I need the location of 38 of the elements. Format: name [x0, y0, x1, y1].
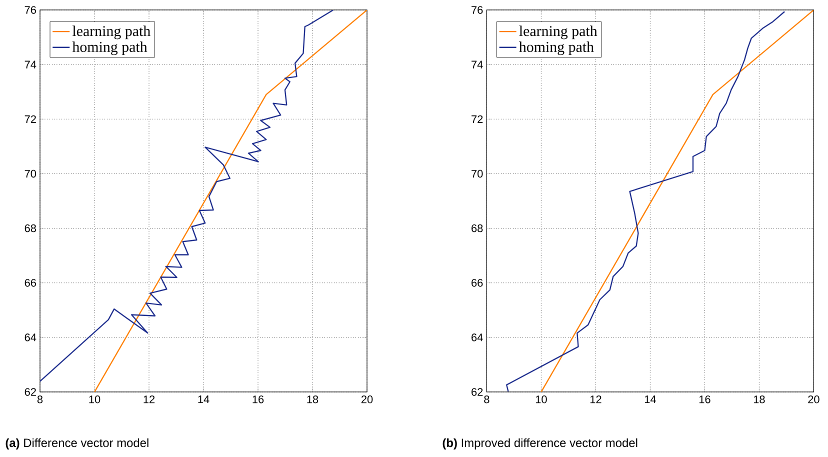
y-tick-label: 74: [24, 60, 36, 68]
legend-label: learning path: [72, 26, 150, 40]
y-tick-label: 62: [24, 388, 36, 396]
x-tick-label: 10: [89, 396, 100, 404]
y-tick-label: 62: [472, 388, 483, 396]
x-tick-label: 12: [590, 396, 602, 404]
x-tick-label: 14: [198, 396, 210, 404]
y-tick-label: 74: [472, 60, 483, 68]
x-tick-label: 16: [699, 396, 710, 404]
y-tick-label: 76: [24, 6, 36, 14]
legend-label: learning path: [519, 26, 598, 40]
y-tick-label: 70: [24, 170, 36, 178]
y-tick-label: 72: [24, 115, 36, 123]
x-tick-label: 18: [754, 396, 765, 404]
y-tick-label: 72: [472, 115, 483, 123]
line-series: [506, 11, 786, 392]
x-tick-label: 18: [307, 396, 318, 404]
y-tick-label: 64: [472, 334, 483, 342]
x-tick-label: 8: [37, 396, 43, 404]
legend-label: homing path: [72, 41, 148, 56]
y-tick-label: 70: [472, 170, 483, 178]
legend-label: homing path: [519, 41, 594, 56]
x-tick-label: 8: [484, 396, 490, 404]
text: (b) Improved difference vector model: [442, 438, 638, 450]
y-tick-label: 68: [472, 224, 483, 232]
y-tick-label: 64: [24, 334, 36, 342]
y-tick-label: 66: [24, 278, 36, 287]
y-tick-label: 66: [472, 278, 483, 287]
x-tick-label: 16: [252, 396, 264, 404]
x-tick-label: 10: [536, 396, 547, 404]
y-tick-label: 68: [24, 224, 36, 232]
y-tick-label: 76: [472, 6, 483, 14]
x-tick-label: 12: [144, 396, 155, 404]
x-tick-label: 20: [808, 396, 820, 404]
text: (a) Difference vector model: [6, 438, 148, 450]
line-series: [40, 10, 334, 382]
x-tick-label: 20: [361, 396, 373, 404]
x-tick-label: 14: [644, 396, 656, 404]
